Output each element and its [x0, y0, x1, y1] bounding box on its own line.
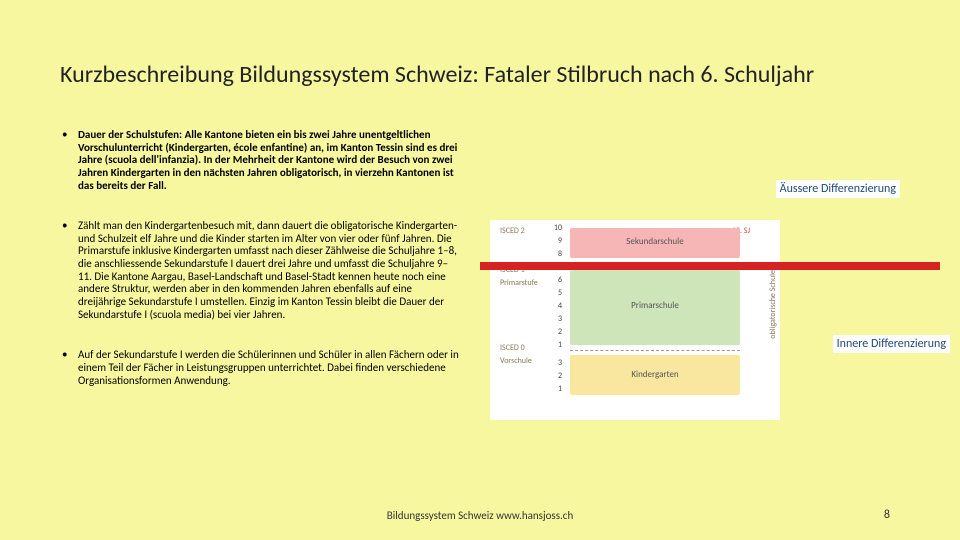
bar-primarschule: Primarschule [570, 270, 740, 345]
right-axis-label: obligatorische Schule [768, 270, 778, 339]
school-diagram: ISCED 2 ISCED 1Primarstufe ISCED 0Vorsch… [490, 220, 780, 420]
diagram-area: Äussere Differenzierung Innere Differenz… [490, 140, 910, 420]
footer-text: Bildungssystem Schweiz www.hansjoss.ch [0, 509, 960, 522]
bullet-1: Dauer der Schulstufen: Alle Kantone biet… [60, 129, 460, 192]
bullet-3: Auf der Sekundarstufe I werden die Schül… [60, 349, 460, 387]
page-number: 8 [884, 508, 890, 522]
red-marker-line [480, 262, 940, 270]
isced-labels: ISCED 2 ISCED 1Primarstufe ISCED 0Vorsch… [500, 225, 540, 368]
bullet-2: Zählt man den Kindergartenbesuch mit, da… [60, 220, 460, 321]
slide: Kurzbeschreibung Bildungssystem Schweiz:… [0, 0, 960, 540]
page-title: Kurzbeschreibung Bildungssystem Schweiz:… [60, 60, 900, 89]
label-inner-diff: Innere Differenzierung [833, 335, 950, 353]
bullet-list: Dauer der Schulstufen: Alle Kantone biet… [60, 129, 460, 415]
label-outer-diff: Äussere Differenzierung [776, 180, 900, 198]
bar-sekundarschule: Sekundarschule [570, 228, 740, 258]
bar-kindergarten: Kindergarten [570, 355, 740, 395]
divider-line [570, 350, 740, 351]
year-axis: 10987654321 321 [550, 222, 562, 396]
